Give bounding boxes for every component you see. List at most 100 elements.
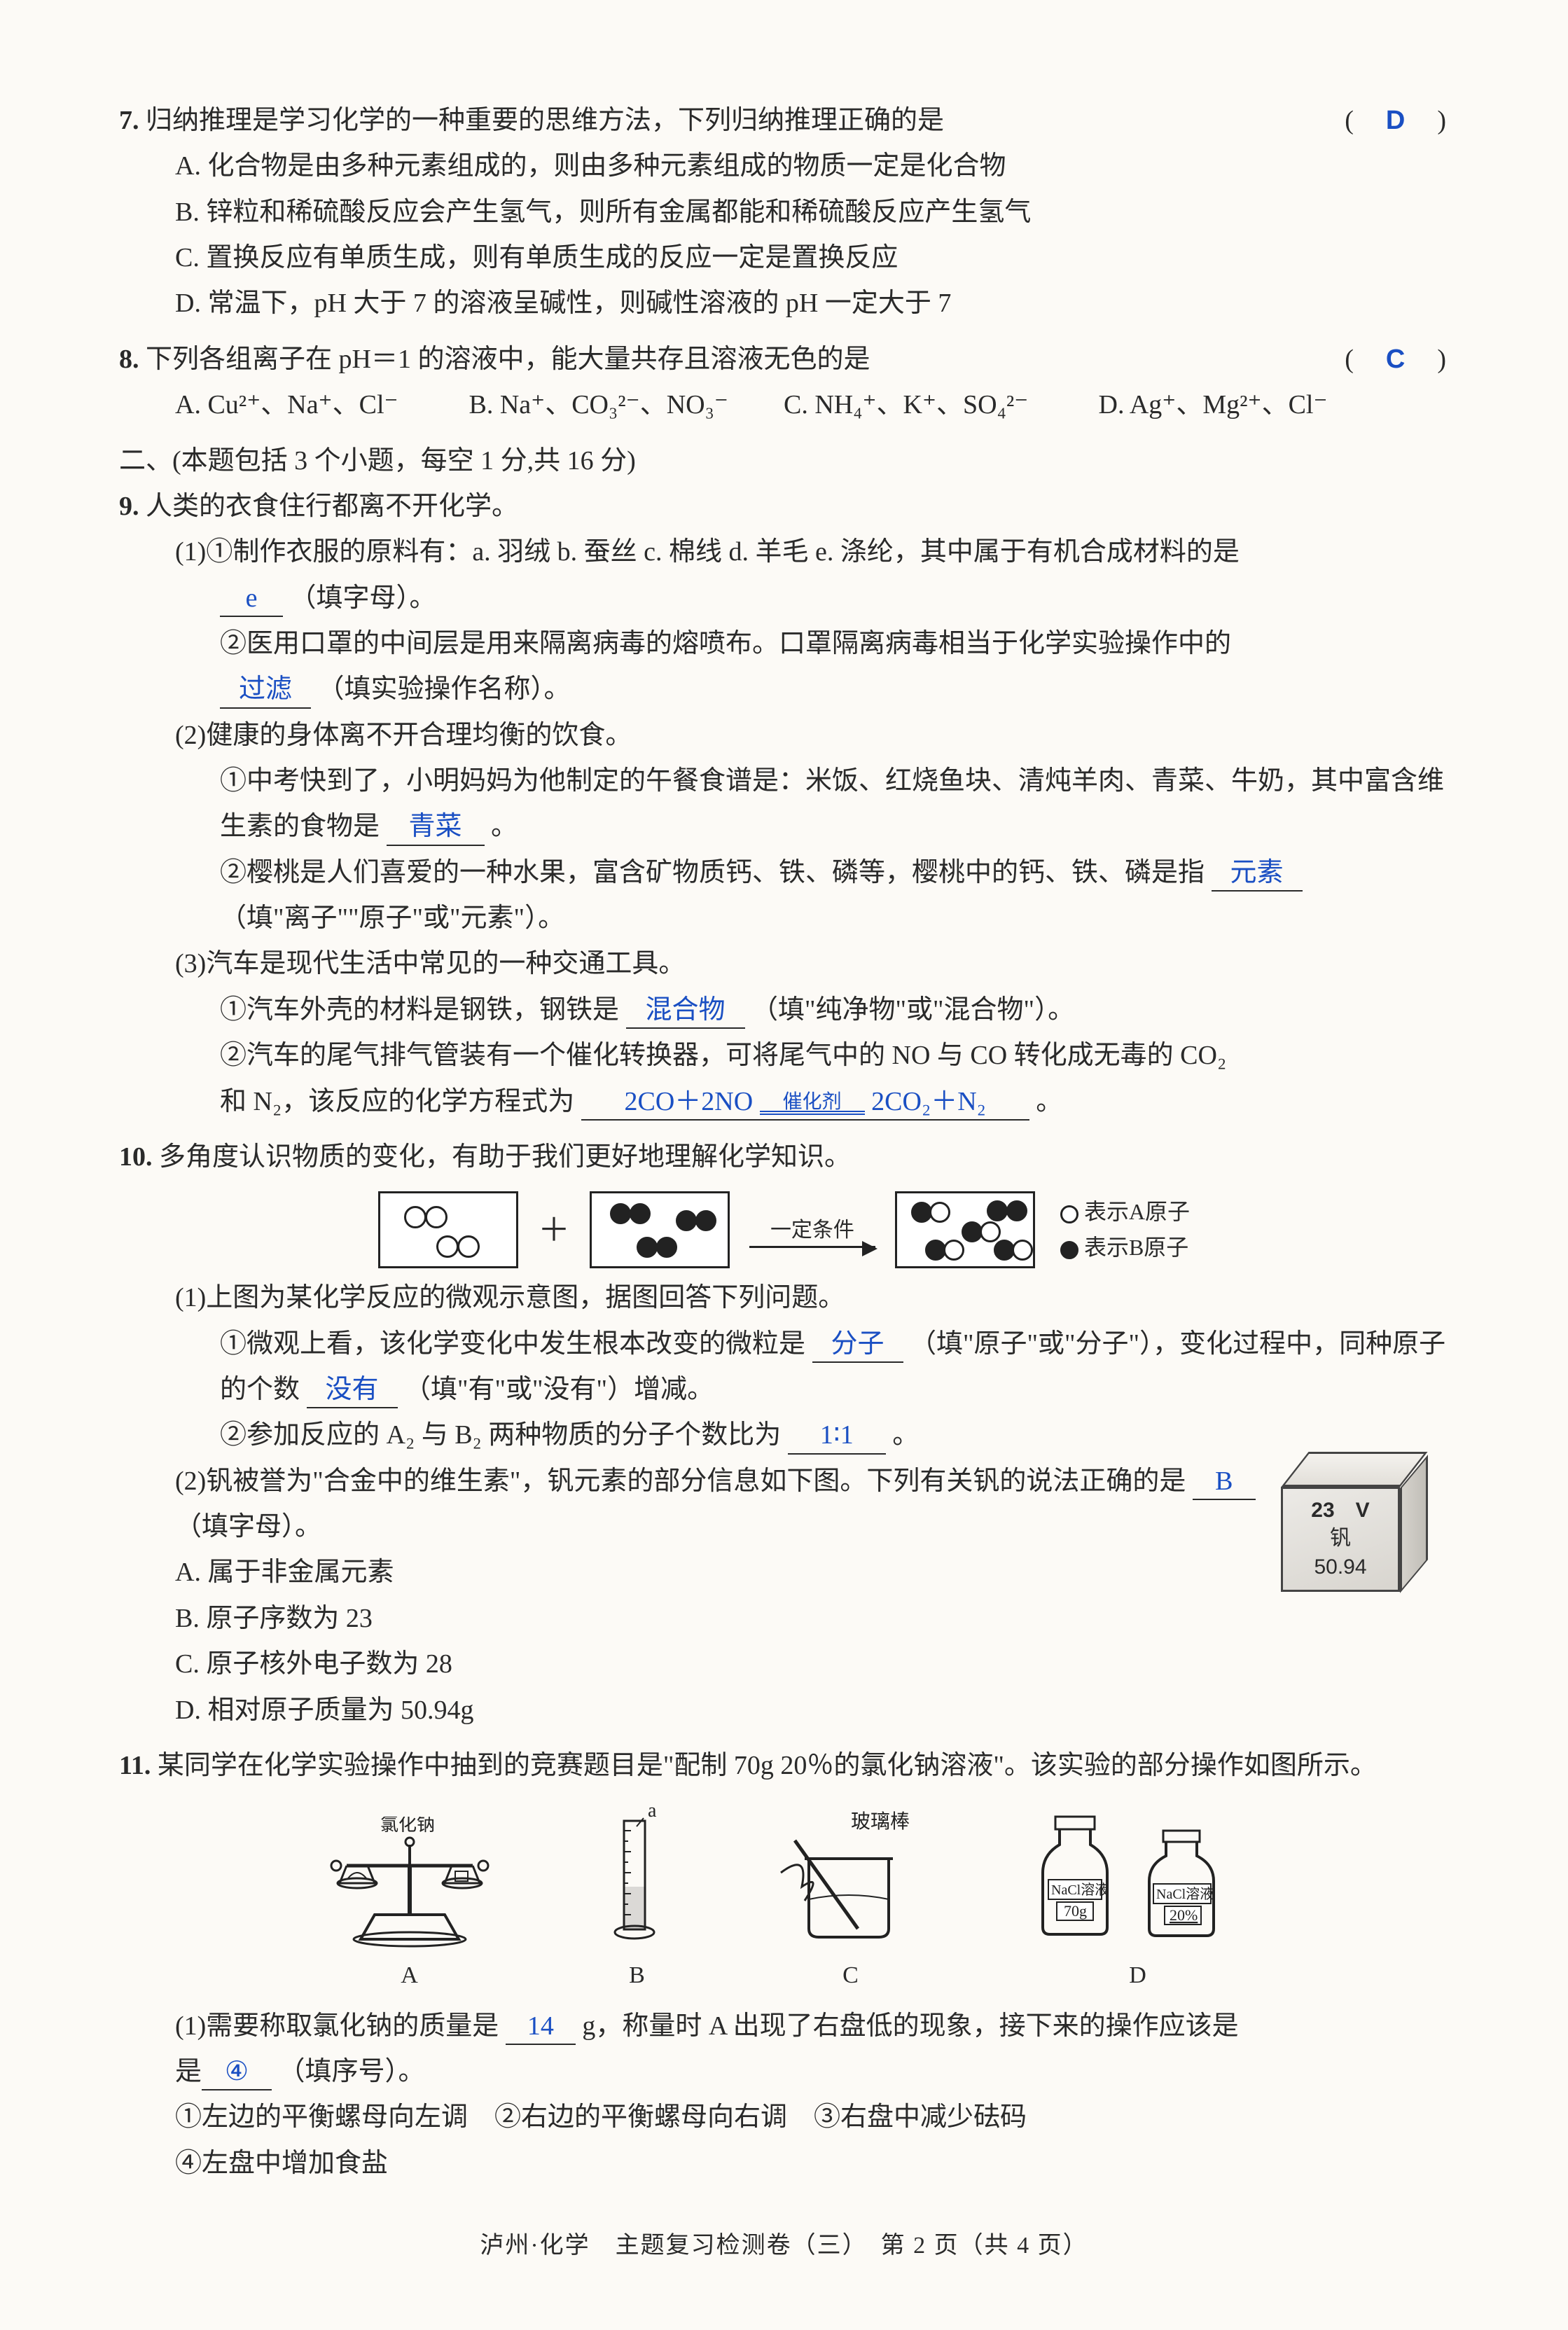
q9-p3-t1a: ①汽车外壳的材料是钢铁，钢铁是 <box>220 995 619 1025</box>
product-box <box>895 1191 1035 1268</box>
q8-opt-b: B. Na⁺、CO₃²⁻、NO₃⁻ <box>469 382 777 428</box>
question-10: 10. 多角度认识物质的变化，有助于我们更好地理解化学知识。 ＋ 一定条件 <box>119 1135 1449 1733</box>
cube-symbol: V <box>1356 1499 1370 1522</box>
q8-options: A. Cu²⁺、Na⁺、Cl⁻ B. Na⁺、CO₃²⁻、NO₃⁻ C. NH₄… <box>119 382 1449 428</box>
q7-opt-a: A. 化合物是由多种元素组成的，则由多种元素组成的物质一定是化合物 <box>175 144 1449 189</box>
question-7: ( D ) 7. 归纳推理是学习化学的一种重要的思维方法，下列归纳推理正确的是 … <box>119 98 1449 327</box>
q9-p3-t2b-post: 。 <box>1036 1087 1062 1116</box>
svg-text:20%: 20% <box>1170 1906 1198 1924</box>
q10-part2: 23 V 钒 50.94 (2)钒被誉为"合金中的维生素"，钒元素的部分信息如下… <box>119 1459 1449 1733</box>
q8-opt-a: A. Cu²⁺、Na⁺、Cl⁻ <box>175 382 462 428</box>
q9-p2-t2c: （填"离子""原子"或"元素"）。 <box>220 903 564 933</box>
q10-p1-t2a: ②参加反应的 A₂ 与 B₂ 两种物质的分子个数比为 <box>220 1420 781 1450</box>
q10-p2-blank: B <box>1193 1464 1256 1500</box>
q9-p3-label: (3) <box>175 949 206 978</box>
q10-p2-opt-b: B. 原子序数为 23 <box>175 1596 1449 1642</box>
legend-b: 表示B原子 <box>1084 1235 1188 1260</box>
q11-p1-blank2: ④ <box>202 2055 272 2090</box>
q9-part3: (3)汽车是现代生活中常见的一种交通工具。 ①汽车外壳的材料是钢铁，钢铁是 混合… <box>119 941 1449 1124</box>
q9-p3-blank1: 混合物 <box>626 993 745 1029</box>
svg-text:NaCl溶液: NaCl溶液 <box>1156 1886 1214 1902</box>
q9-p1-t2a: ②医用口罩的中间层是用来隔离病毒的熔喷布。口罩隔离病毒相当于化学实验操作中的 <box>220 629 1231 658</box>
q10-p1-t2b: 。 <box>892 1420 919 1450</box>
worksheet-page: ( D ) 7. 归纳推理是学习化学的一种重要的思维方法，下列归纳推理正确的是 … <box>0 0 1568 2330</box>
question-11: 11. 某同学在化学实验操作中抽到的竞赛题目是"配制 70g 20％的氯化钠溶液… <box>119 1743 1449 2186</box>
vanadium-cube: 23 V 钒 50.94 <box>1281 1452 1428 1592</box>
reaction-condition: 一定条件 <box>770 1212 854 1249</box>
q11-p1-t1a: (1)需要称取氯化钠的质量是 <box>175 2011 499 2041</box>
q9-p3-t2a: ②汽车的尾气排气管装有一个催化转换器，可将尾气中的 NO 与 CO 转化成无毒的… <box>220 1041 1226 1070</box>
q10-part1: (1)上图为某化学反应的微观示意图，据图回答下列问题。 ①微观上看，该化学变化中… <box>119 1275 1449 1458</box>
q10-p2-opt-a: A. 属于非金属元素 <box>175 1550 1449 1595</box>
q9-part1: (1)①制作衣服的原料有：a. 羽绒 b. 蚕丝 c. 棉线 d. 羊毛 e. … <box>119 529 1449 712</box>
q7-answer: D <box>1386 106 1408 135</box>
q9-stem: 人类的衣食住行都离不开化学。 <box>146 492 518 521</box>
q10-p2-leadb: （填字母）。 <box>175 1512 321 1541</box>
q11-part1: (1)需要称取氯化钠的质量是 14 g，称量时 A 出现了右盘低的现象，接下来的… <box>119 2004 1449 2186</box>
apparatus-d: NaCl溶液 70g NaCl溶液 20% D <box>1026 1803 1250 1996</box>
q11-p1-opt4: ④左盘中增加食盐 <box>175 2149 388 2178</box>
q8-answer-paren: ( C ) <box>1345 337 1449 382</box>
q9-p3-t1b: （填"纯净物"或"混合物"）。 <box>751 995 1074 1025</box>
q7-opt-c: C. 置换反应有单质生成，则有单质生成的反应一定是置换反应 <box>175 235 1449 281</box>
cube-atomic-number: 23 <box>1311 1499 1334 1522</box>
page-footer: 泸州·化学 主题复习检测卷（三） 第 2 页（共 4 页） <box>119 2226 1449 2266</box>
q11-p1-blank1: 14 <box>506 2009 576 2045</box>
q9-p1-label: (1) <box>175 537 206 567</box>
q8-opt-c: C. NH₄⁺、K⁺、SO₄²⁻ <box>784 382 1092 428</box>
reactant-box-1 <box>378 1191 518 1268</box>
atom-legend: 表示A原子 表示B原子 <box>1060 1194 1190 1265</box>
q9-p1-t2b: （填实验操作名称）。 <box>318 674 571 704</box>
q9-p2-t1b: 。 <box>491 812 518 841</box>
q9-p1-t1b: （填字母）。 <box>290 583 436 613</box>
eq-right: 2CO₂＋N₂ <box>871 1087 986 1116</box>
q10-p2-opt-d: D. 相对原子质量为 50.94g <box>175 1688 1449 1733</box>
q11-stem: 某同学在化学实验操作中抽到的竞赛题目是"配制 70g 20％的氯化钠溶液"。该实… <box>158 1751 1377 1780</box>
cube-name: 钒 <box>1330 1525 1351 1553</box>
q8-stem: 下列各组离子在 pH＝1 的溶液中，能大量共存且溶液无色的是 <box>146 345 870 374</box>
q10-p1-t1a: ①微观上看，该化学变化中发生根本改变的微粒是 <box>220 1329 805 1359</box>
q9-p3-lead: 汽车是现代生活中常见的一种交通工具。 <box>206 949 685 978</box>
equation-arrow: 催化剂 <box>760 1093 865 1115</box>
svg-text:NaCl溶液: NaCl溶液 <box>1051 1882 1109 1898</box>
q10-p1-t1c: （填"有"或"没有"）增减。 <box>404 1375 714 1404</box>
q9-part2: (2)健康的身体离不开合理均衡的饮食。 ①中考快到了，小明妈妈为他制定的午餐食谱… <box>119 713 1449 942</box>
q10-p2-leada: (2)钒被誉为"合金中的维生素"，钒元素的部分信息如下图。下列有关钒的说法正确的… <box>175 1466 1186 1496</box>
svg-text:70g: 70g <box>1064 1902 1087 1920</box>
q7-opt-d: D. 常温下，pH 大于 7 的溶液呈碱性，则碱性溶液的 pH 一定大于 7 <box>175 281 1449 326</box>
q11-p1-t1b: （填序号）。 <box>279 2057 425 2086</box>
q7-opt-b: B. 锌粒和稀硫酸反应会产生氢气，则所有金属都能和稀硫酸反应产生氢气 <box>175 190 1449 235</box>
section-2-header: 二、(本题包括 3 个小题，每空 1 分,共 16 分) <box>119 438 1449 484</box>
svg-text:a: a <box>648 1803 657 1822</box>
q9-p1-t1a: ①制作衣服的原料有：a. 羽绒 b. 蚕丝 c. 棉线 d. 羊毛 e. 涤纶，… <box>206 537 1240 567</box>
question-9: 9. 人类的衣食住行都离不开化学。 (1)①制作衣服的原料有：a. 羽绒 b. … <box>119 484 1449 1125</box>
q7-number: 7. <box>119 106 139 135</box>
q9-p3-t2b-pre: 和 N₂，该反应的化学方程式为 <box>220 1087 574 1116</box>
q10-p1-lead: (1)上图为某化学反应的微观示意图，据图回答下列问题。 <box>175 1283 845 1312</box>
q10-p1-blank3: 1∶1 <box>788 1418 886 1454</box>
q9-p1-blank1: e <box>220 581 283 617</box>
apparatus-c: 玻璃棒 C <box>774 1810 928 1996</box>
q9-p2-blank1: 青菜 <box>387 810 485 845</box>
plus-icon: ＋ <box>538 1202 570 1258</box>
apparatus-b: a B <box>599 1803 676 1996</box>
q10-stem: 多角度认识物质的变化，有助于我们更好地理解化学知识。 <box>159 1142 851 1172</box>
question-8: ( C ) 8. 下列各组离子在 pH＝1 的溶液中，能大量共存且溶液无色的是 … <box>119 337 1449 429</box>
q7-answer-paren: ( D ) <box>1345 98 1449 144</box>
q10-p1-blank1: 分子 <box>812 1327 903 1363</box>
q10-p2-opt-c: C. 原子核外电子数为 28 <box>175 1642 1449 1687</box>
q8-answer: C <box>1386 345 1408 374</box>
eq-condition: 催化剂 <box>760 1093 865 1112</box>
q9-p2-t2a: ②樱桃是人们喜爱的一种水果，富含矿物质钙、铁、磷等，樱桃中的钙、铁、磷是指 <box>220 858 1205 887</box>
q9-p2-blank2: 元素 <box>1212 856 1303 892</box>
q11-apparatus-diagram: 氯化钠 A <box>119 1803 1449 1996</box>
apparatus-c-label: C <box>842 1955 859 1996</box>
nacl-label: 氯化钠 <box>380 1817 435 1835</box>
q9-p2-lead: 健康的身体离不开合理均衡的饮食。 <box>206 721 632 750</box>
q11-number: 11. <box>119 1751 151 1780</box>
apparatus-a: 氯化钠 A <box>319 1817 501 1996</box>
q9-p3-equation-blank: 2CO＋2NO 催化剂 2CO₂＋N₂ <box>581 1085 1029 1121</box>
q9-p1-blank2: 过滤 <box>220 672 311 708</box>
q11-p1-opts: ①左边的平衡螺母向左调 ②右边的平衡螺母向右调 ③右盘中减少砝码 <box>175 2102 1027 2132</box>
q10-number: 10. <box>119 1142 153 1172</box>
